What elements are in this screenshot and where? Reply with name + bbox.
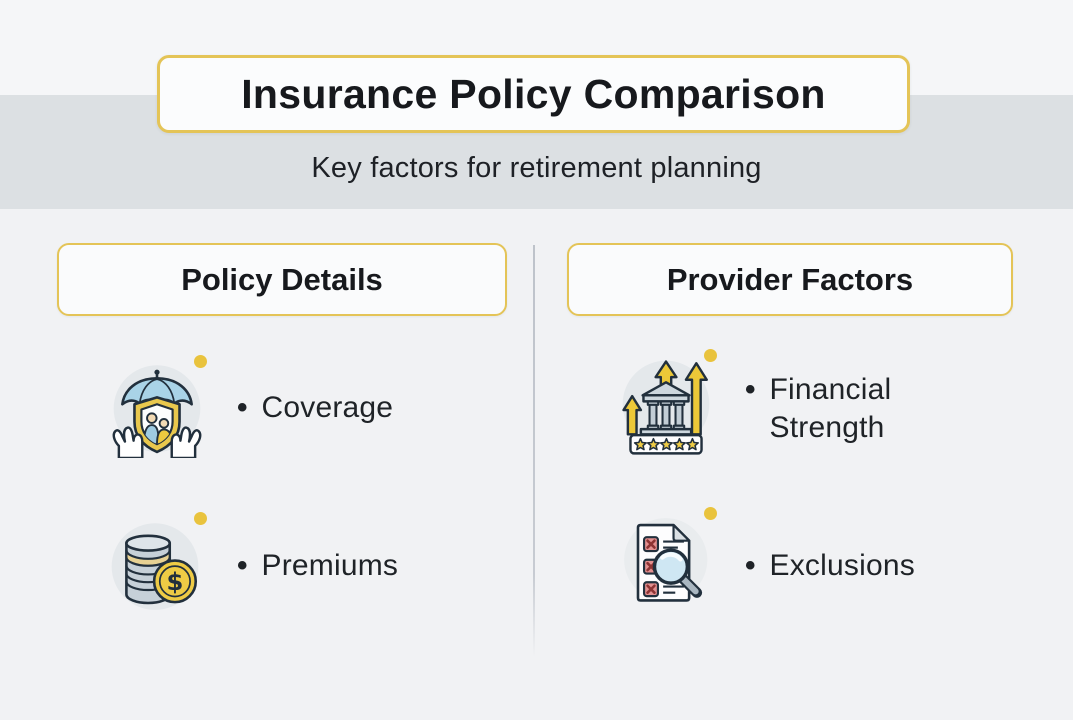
accent-dot (704, 349, 717, 362)
accent-dot (704, 507, 717, 520)
bullet: • (745, 549, 756, 582)
coin-stack-dollar-icon: $ (103, 512, 207, 616)
bullet: • (237, 391, 248, 424)
list-item-coverage: • Coverage (237, 389, 393, 427)
bullet: • (237, 549, 248, 582)
page-subtitle: Key factors for retirement planning (311, 152, 762, 184)
item-label: Premiums (261, 549, 399, 582)
column-divider (533, 245, 535, 657)
accent-dot (194, 512, 207, 525)
column-header-provider-factors: Provider Factors (567, 243, 1013, 316)
svg-text:$: $ (166, 567, 183, 596)
page-title: Insurance Policy Comparison (241, 70, 826, 117)
list-item-premiums: • Premiums (237, 547, 398, 585)
list-item-exclusions: • Exclusions (745, 547, 915, 585)
item-label: Financial Strength (769, 373, 892, 444)
title-box: Insurance Policy Comparison (157, 55, 910, 133)
accent-dot (194, 355, 207, 368)
item-label: Exclusions (769, 549, 915, 582)
bullet: • (745, 373, 756, 406)
item-label: Coverage (261, 391, 394, 424)
bank-growth-rating-icon (614, 352, 718, 456)
list-item-financial-strength: • Financial Strength (745, 371, 948, 447)
family-shield-umbrella-icon (105, 354, 209, 458)
column-title: Provider Factors (666, 261, 914, 297)
document-magnifier-exclusions-icon (612, 506, 716, 610)
column-title: Policy Details (181, 261, 383, 297)
column-header-policy-details: Policy Details (57, 243, 507, 316)
